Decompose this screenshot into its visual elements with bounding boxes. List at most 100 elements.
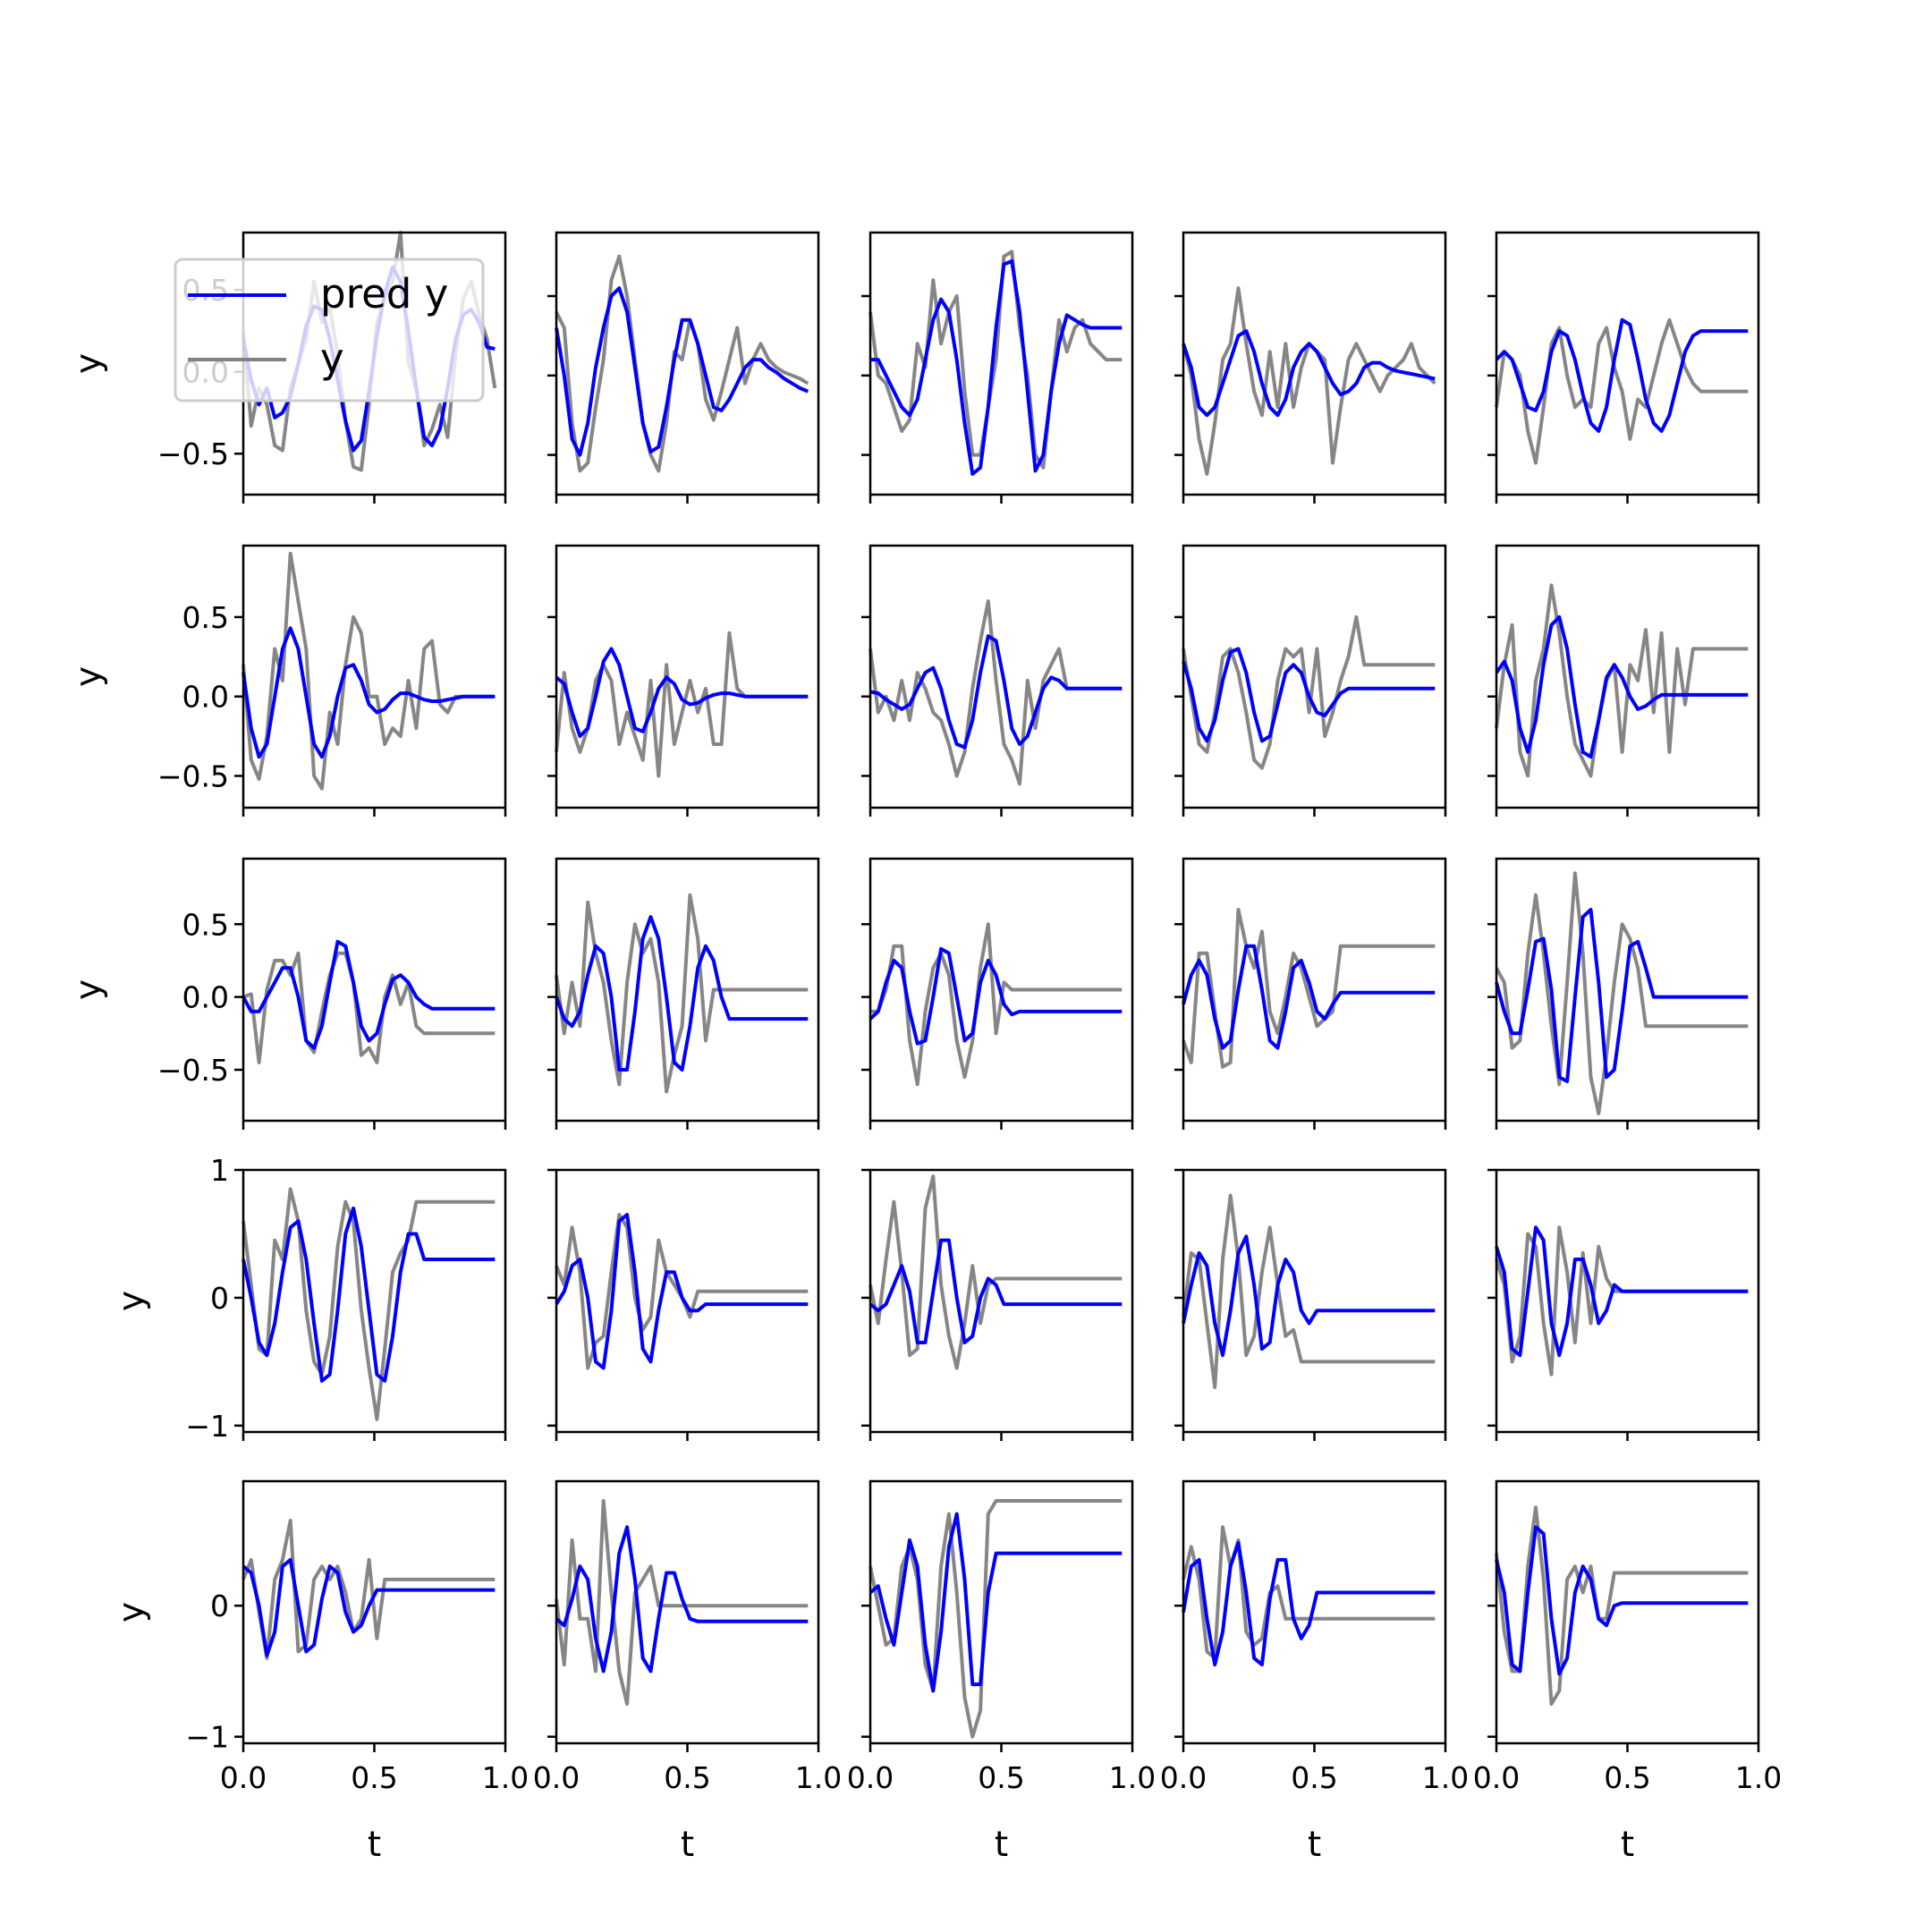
pred-y-line [869,634,1123,750]
y-axis-label: y [69,979,109,1000]
subplot-1-1 [547,544,820,817]
pred-y-line [555,1525,809,1674]
y-line [1182,908,1436,1069]
x-tick-label: 0.0 [533,1760,580,1795]
x-axis-label: t [681,1825,694,1865]
subplot-2-2 [861,857,1134,1130]
pred-y-line [869,946,1123,1046]
subplot-1-2 [861,544,1134,817]
pred-y-line [242,626,496,759]
pred-y-line [555,286,809,457]
x-axis-label: t [368,1825,381,1865]
x-tick-label: 0.0 [847,1760,894,1795]
subplot-2-1 [547,857,820,1130]
pred-y-line [555,647,809,739]
y-line [1495,583,1749,778]
subplot-2-3 [1174,857,1447,1130]
y-line [242,1519,496,1660]
y-line [1495,318,1749,465]
subplot-3-4 [1487,1168,1760,1441]
x-tick-label: 1.0 [1109,1760,1156,1795]
x-axis-label: t [1621,1825,1634,1865]
subplot-2-0: −0.5 0.0 0.5 y [69,857,507,1130]
y-line [242,951,496,1064]
y-axis-label: y [69,353,109,374]
x-tick-label: 1.0 [795,1760,842,1795]
x-axis-label: t [1308,1825,1321,1865]
subplot-0-2 [861,231,1134,504]
legend: pred y y [174,258,485,402]
pred-y-line [869,1238,1123,1344]
x-tick-label: 0.0 [1473,1760,1520,1795]
y-axis-label: y [112,1602,152,1623]
pred-y-line [1495,1525,1749,1676]
subplot-3-1 [547,1168,820,1441]
pred-y-line [1182,329,1436,418]
subplot-3-0: −1 0 1 y [112,1153,507,1444]
y-tick-label: −1 [185,1720,229,1755]
y-line [1182,1193,1436,1389]
x-tick-label: 0.5 [1291,1760,1337,1795]
pred-y-line [1182,647,1436,743]
y-line [555,254,809,473]
subplot-1-0: −0.5 0.0 0.5 y [69,544,507,817]
subplot-4-3: 0.0 0.5 1.0 t [1160,1479,1469,1865]
subplot-4-0: −1 0 0.0 0.5 1.0 y t [112,1479,529,1865]
y-line [869,1499,1123,1739]
pred-y-line [1495,1225,1749,1358]
subplot-0-1 [547,231,820,504]
y-tick-label: 1 [210,1153,229,1188]
y-tick-label: 0.0 [182,680,229,715]
subplot-2-4 [1487,857,1760,1130]
y-line [1182,614,1436,770]
y-tick-label: −1 [185,1409,229,1444]
x-tick-label: 1.0 [1735,1760,1782,1795]
subplot-3-3 [1174,1168,1447,1441]
y-line [1495,871,1749,1115]
y-line [555,893,809,1094]
pred-y-line [1495,908,1749,1083]
subplot-0-4 [1487,231,1760,504]
x-tick-label: 0.5 [351,1760,397,1795]
pred-y-line [869,1512,1123,1693]
y-tick-label: 0 [210,1281,229,1316]
pred-y-line [1495,318,1749,433]
pred-y-line [555,915,809,1072]
pred-y-line [1182,944,1436,1050]
pred-y-line [1495,614,1749,759]
x-tick-label: 0.5 [1604,1760,1650,1795]
x-tick-label: 1.0 [1422,1760,1469,1795]
x-tick-label: 1.0 [482,1760,529,1795]
pred-y-line [1182,1540,1436,1667]
y-tick-label: −0.5 [157,758,229,793]
x-tick-label: 0.5 [978,1760,1024,1795]
pred-y-line [1182,1234,1436,1358]
subplot-1-4 [1487,544,1760,817]
y-tick-label: 0.5 [182,600,229,635]
y-line [869,1174,1123,1370]
y-line [870,922,1123,1087]
x-tick-label: 0.0 [220,1760,267,1795]
y-line [555,1499,809,1706]
x-tick-label: 0.0 [1160,1760,1207,1795]
pred-y-line [242,1557,496,1657]
subplot-4-1: 0.0 0.5 1.0 t [533,1479,842,1865]
subplot-4-4: 0.0 0.5 1.0 t [1473,1479,1782,1865]
pred-y-line [870,259,1123,476]
y-tick-label: −0.5 [157,436,229,471]
pred-y-line [242,1206,496,1383]
subplot-3-2 [861,1168,1134,1441]
subplot-grid: −0.50.00.5y−0.50.00.5y−0.50.00.5y−101y−1… [69,231,1782,1865]
y-tick-label: 0 [210,1589,229,1623]
y-tick-label: −0.5 [157,1053,229,1088]
subplot-0-3 [1174,231,1447,504]
subplot-4-2: 0.0 0.5 1.0 t [847,1479,1156,1865]
legend-label-pred: pred y [320,270,448,318]
y-axis-label: y [69,666,109,687]
y-tick-label: 0.5 [182,907,229,942]
pred-y-line [242,939,496,1050]
pred-y-line [555,1213,809,1370]
y-tick-label: 0.0 [182,980,229,1015]
legend-label-true: y [320,335,344,382]
